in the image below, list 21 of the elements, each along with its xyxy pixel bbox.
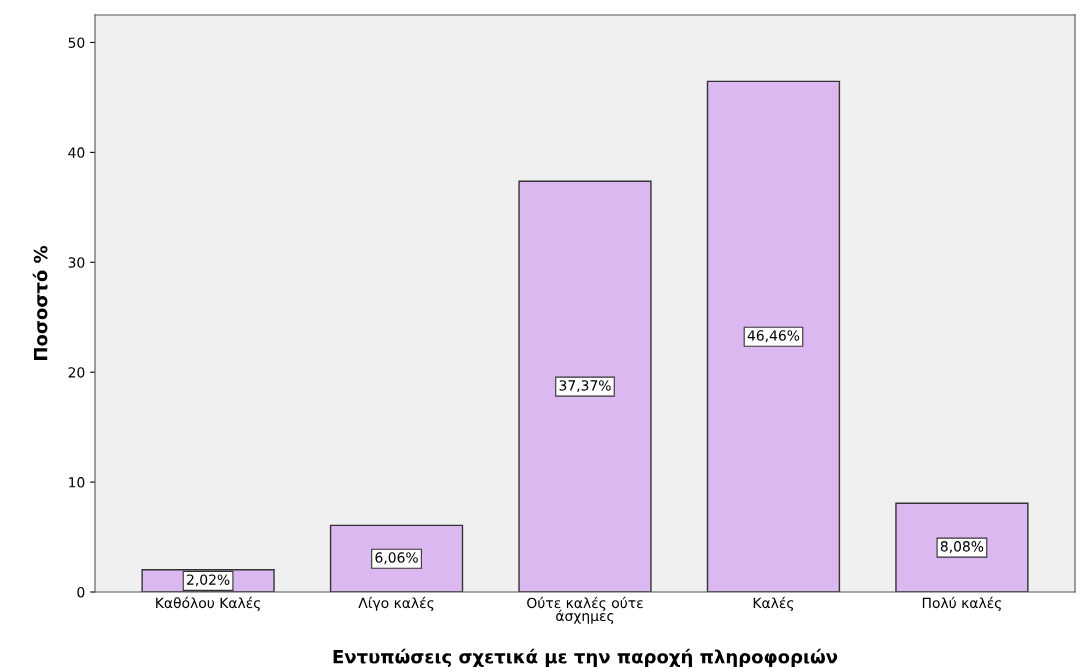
y-tick-label: 40 <box>68 147 85 158</box>
bar <box>895 502 1029 592</box>
y-tick-label: 30 <box>68 257 85 268</box>
x-tick-label: Λίγο καλές <box>358 596 434 611</box>
x-axis-title: Εντυπώσεις σχετικά με την παροχή πληροφοριών <box>333 648 838 668</box>
data-label: 2,02% <box>187 574 230 587</box>
y-axis-title: Ποσοστό % <box>32 245 48 361</box>
y-tick-label: 20 <box>68 367 85 378</box>
x-tick-label: Καλές <box>753 596 794 611</box>
y-tick-label: 10 <box>69 477 85 488</box>
bar <box>518 180 652 592</box>
data-label: 8,08% <box>940 541 984 554</box>
y-tick-label: 0 <box>77 586 85 598</box>
x-tick-label: Πολύ καλές <box>922 596 1001 611</box>
x-tick-label: Ούτε καλές ούτε άσχημες <box>527 596 643 624</box>
data-label: 37,37% <box>559 380 611 393</box>
data-label: 46,46% <box>747 330 800 343</box>
y-tick-label: 50 <box>68 37 85 48</box>
x-tick-label: Καθόλου Καλές <box>156 596 260 611</box>
bar <box>706 80 841 592</box>
data-label: 6,06% <box>375 552 418 565</box>
